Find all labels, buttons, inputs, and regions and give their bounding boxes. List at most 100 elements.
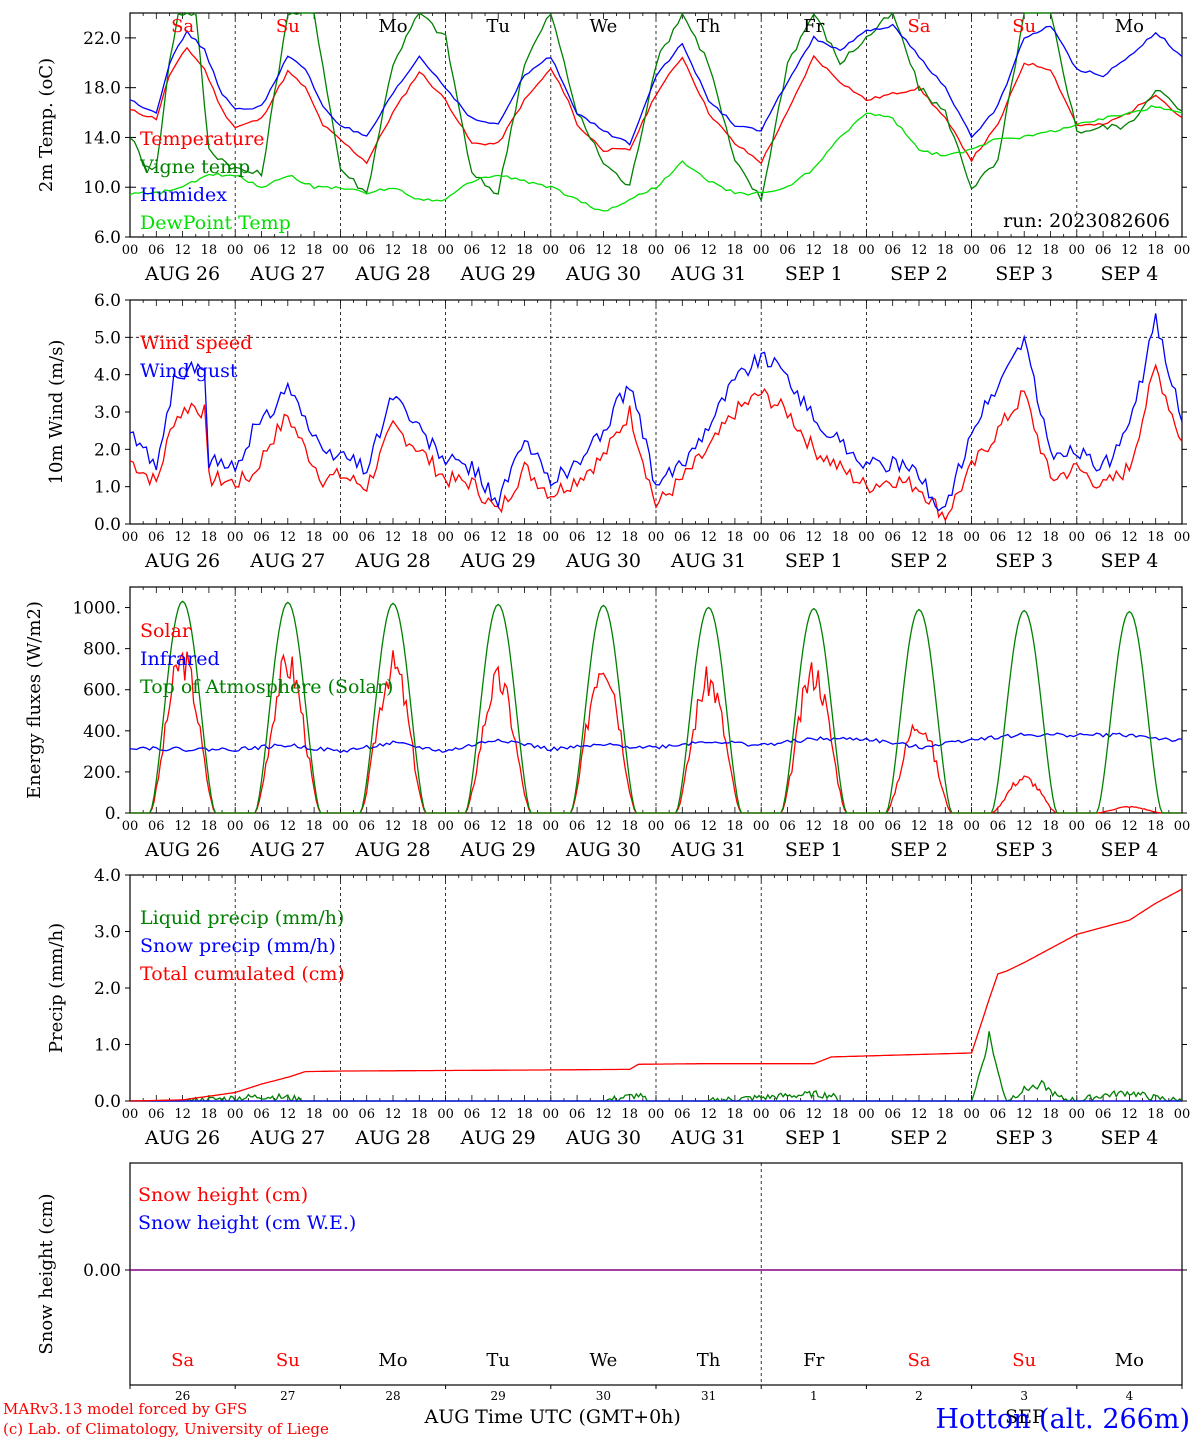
hour-tick-label: 18 [621, 243, 638, 258]
date-label: SEP 4 [1100, 1127, 1158, 1149]
legend-entry: Infrared [140, 648, 220, 670]
day-number-label: 29 [491, 1389, 506, 1403]
hour-tick-label: 00 [122, 1107, 139, 1122]
date-label: SEP 4 [1100, 550, 1158, 572]
hour-tick-label: 18 [832, 530, 849, 545]
y-tick-label: 6.0 [94, 228, 121, 248]
hour-tick-label: 18 [621, 819, 638, 834]
hour-tick-label: 06 [358, 243, 375, 258]
date-label: AUG 26 [144, 550, 220, 572]
y-tick-label: 4.0 [94, 366, 121, 386]
precip-panel: 00 06 12 18 00 06 12 18 00 06 12 18 00 06 12 18 00 06 12 18… [46, 866, 1190, 1149]
hour-tick-label: 06 [569, 819, 586, 834]
hour-tick-label: 18 [937, 1107, 954, 1122]
hour-tick-label: 06 [253, 243, 270, 258]
y-axis-label: 10m Wind (m/s) [46, 340, 67, 485]
hour-tick-label: 12 [1121, 819, 1138, 834]
hour-tick-label: 00 [437, 1107, 454, 1122]
hour-tick-label: 06 [148, 819, 165, 834]
day-number-label: 27 [280, 1389, 295, 1403]
hour-tick-label: 12 [1016, 243, 1033, 258]
date-label: SEP 1 [785, 1127, 843, 1149]
date-label: AUG 26 [144, 1127, 220, 1149]
y-tick-label: 22.0 [83, 29, 121, 49]
hour-tick-label: 12 [806, 819, 823, 834]
date-label: AUG 29 [460, 263, 536, 285]
hour-tick-label: 06 [884, 819, 901, 834]
hour-tick-label: 00 [437, 243, 454, 258]
hour-tick-label: 18 [306, 530, 323, 545]
hour-tick-label: 18 [727, 243, 744, 258]
hour-tick-label: 18 [516, 1107, 533, 1122]
hour-tick-label: 00 [1069, 243, 1086, 258]
hour-tick-label: 00 [1174, 243, 1191, 258]
hour-tick-label: 06 [464, 1107, 481, 1122]
hour-tick-label: 00 [332, 1107, 349, 1122]
hour-tick-label: 18 [411, 1107, 428, 1122]
plot-frame [130, 13, 1182, 237]
date-label: SEP 2 [890, 1127, 948, 1149]
hour-tick-label: 12 [700, 819, 717, 834]
hour-tick-label: 06 [674, 1107, 691, 1122]
footer-lab-text: (c) Lab. of Climatology, University of L… [3, 1420, 329, 1438]
y-tick-label: 2.0 [94, 979, 121, 999]
hour-tick-label: 12 [1121, 1107, 1138, 1122]
weekday-label: Su [276, 1350, 300, 1371]
hour-tick-label: 18 [832, 819, 849, 834]
hour-tick-label: 18 [201, 243, 218, 258]
hour-tick-label: 18 [1042, 1107, 1059, 1122]
hour-tick-label: 12 [911, 1107, 928, 1122]
hour-tick-label: 12 [490, 243, 507, 258]
hour-tick-label: 12 [385, 243, 402, 258]
snow-panel: 0.00Snow height (cm) Snow height (cm)Snow… [36, 1163, 1187, 1428]
weekday-label: Tu [486, 16, 510, 37]
date-label: AUG 30 [565, 263, 641, 285]
date-label: SEP 3 [995, 263, 1053, 285]
hour-tick-label: 00 [1069, 530, 1086, 545]
hour-tick-label: 06 [569, 1107, 586, 1122]
hour-tick-label: 00 [1174, 819, 1191, 834]
hour-tick-label: 06 [884, 243, 901, 258]
legend-entry: Humidex [140, 184, 227, 206]
date-label: SEP 3 [995, 550, 1053, 572]
hour-tick-label: 00 [227, 530, 244, 545]
hour-tick-label: 06 [674, 243, 691, 258]
date-label: AUG 27 [249, 550, 325, 572]
hour-tick-label: 12 [1121, 530, 1138, 545]
hour-tick-label: 12 [280, 819, 297, 834]
date-label: AUG 31 [670, 550, 746, 572]
series-line-wind-speed [130, 365, 1182, 520]
hour-tick-label: 18 [411, 243, 428, 258]
hour-tick-label: 18 [832, 243, 849, 258]
hour-tick-label: 00 [543, 530, 560, 545]
date-label: AUG 29 [460, 1127, 536, 1149]
date-label: AUG 31 [670, 1127, 746, 1149]
date-label: AUG 27 [249, 1127, 325, 1149]
y-tick-label: 600. [83, 681, 121, 701]
day-number-label: 3 [1020, 1389, 1028, 1403]
date-label: AUG 29 [460, 550, 536, 572]
hour-tick-label: 18 [201, 819, 218, 834]
day-number-label: 28 [385, 1389, 400, 1403]
hour-tick-label: 00 [122, 243, 139, 258]
hour-tick-label: 12 [911, 819, 928, 834]
weekday-label: We [590, 16, 618, 37]
hour-tick-label: 18 [1147, 819, 1164, 834]
hour-tick-label: 06 [253, 819, 270, 834]
hour-tick-label: 18 [201, 1107, 218, 1122]
hour-tick-label: 18 [727, 530, 744, 545]
date-label: AUG 27 [249, 263, 325, 285]
legend-entry: Vigne temp [139, 156, 250, 178]
date-label: SEP 2 [890, 550, 948, 572]
hour-tick-label: 12 [385, 1107, 402, 1122]
energy-panel: 00 06 12 18 00 06 12 18 00 06 12 18 00 06 12 18 00 06 12 18… [24, 587, 1190, 861]
hour-tick-label: 18 [1147, 243, 1164, 258]
weekday-label: Fr [803, 16, 824, 37]
hour-tick-label: 06 [358, 819, 375, 834]
hour-tick-label: 00 [648, 1107, 665, 1122]
hour-tick-label: 00 [963, 530, 980, 545]
hour-tick-label: 00 [648, 530, 665, 545]
hour-tick-label: 06 [990, 530, 1007, 545]
y-tick-label: 0.0 [94, 1092, 121, 1112]
